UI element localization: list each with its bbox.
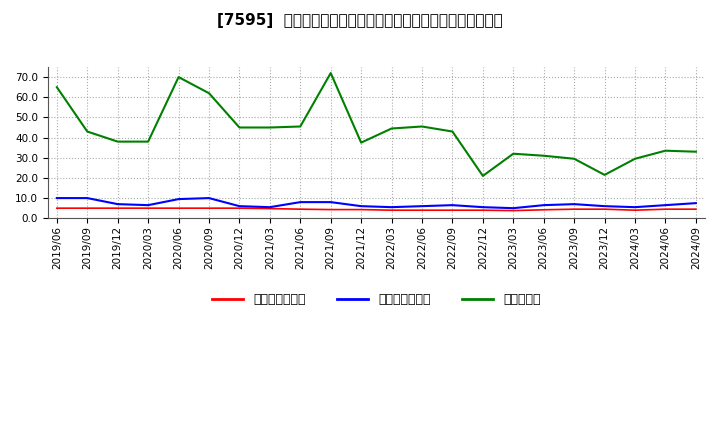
Text: [7595]  売上債権回転率、買入債務回転率、在庫回転率の推移: [7595] 売上債権回転率、買入債務回転率、在庫回転率の推移 [217,13,503,28]
Legend: 売上債権回転率, 買入債務回転率, 在庫回転率: 売上債権回転率, 買入債務回転率, 在庫回転率 [207,288,546,311]
